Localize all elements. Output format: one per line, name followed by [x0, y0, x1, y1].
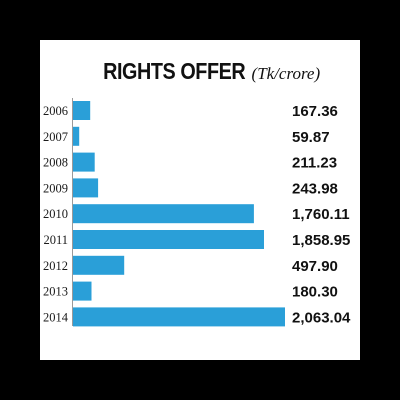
bar-2011 — [73, 230, 264, 249]
chart-panel — [40, 40, 360, 360]
bar-2006 — [73, 101, 91, 120]
year-label-2006: 2006 — [43, 104, 68, 118]
year-label-2009: 2009 — [43, 181, 68, 195]
bar-2008 — [73, 152, 95, 172]
chart-title: RIGHTS OFFER — [102, 58, 246, 84]
year-label-2010: 2010 — [43, 207, 68, 221]
bar-2010 — [73, 204, 254, 224]
year-label-2007: 2007 — [43, 130, 68, 144]
year-label-2008: 2008 — [43, 156, 68, 170]
value-label-2007: 59.87 — [292, 129, 330, 146]
bar-2012 — [73, 255, 125, 275]
y-axis-line — [72, 98, 73, 326]
chart-title-row: RIGHTS OFFER (Tk/crore) — [0, 58, 400, 85]
value-label-2012: 497.90 — [292, 258, 338, 275]
value-label-2009: 243.98 — [292, 180, 338, 197]
value-label-2013: 180.30 — [292, 284, 338, 301]
chart-unit: (Tk/crore) — [251, 64, 321, 83]
year-label-2012: 2012 — [43, 259, 68, 273]
year-label-2014: 2014 — [43, 310, 69, 324]
year-label-2011: 2011 — [43, 233, 68, 247]
value-label-2010: 1,760.11 — [292, 206, 350, 223]
value-label-2006: 167.36 — [292, 103, 338, 120]
year-label-2013: 2013 — [43, 285, 68, 299]
value-label-2011: 1,858.95 — [292, 232, 350, 249]
bar-2014 — [73, 307, 285, 327]
value-label-2008: 211.23 — [292, 155, 337, 172]
bar-2007 — [73, 126, 80, 146]
value-label-2014: 2,063.04 — [292, 309, 351, 326]
bar-2009 — [73, 178, 99, 198]
bar-2013 — [73, 281, 92, 301]
